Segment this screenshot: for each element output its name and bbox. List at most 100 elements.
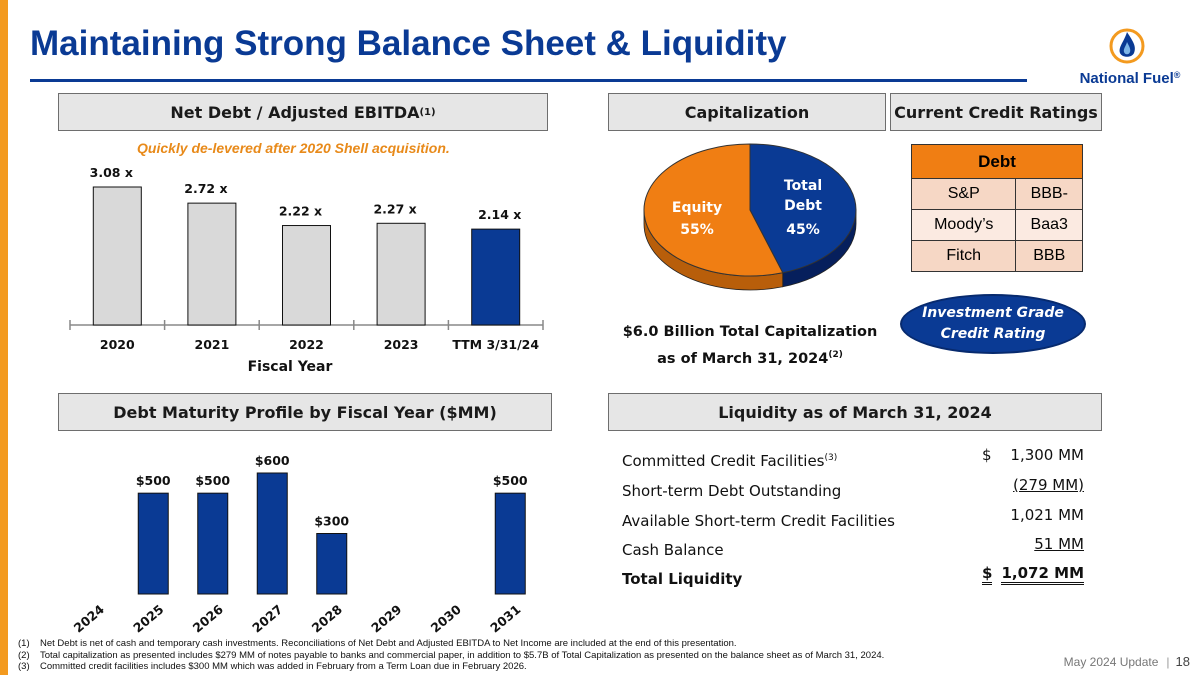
rating-value: Baa3 — [1015, 209, 1083, 241]
capitalization-caption: $6.0 Billion Total Capitalization as of … — [612, 321, 888, 371]
bar — [92, 186, 142, 326]
bar — [256, 472, 288, 595]
data-label: $300 — [314, 514, 349, 529]
title-underline — [30, 79, 1027, 82]
page-title: Maintaining Strong Balance Sheet & Liqui… — [30, 24, 787, 63]
page-number: 18 — [1175, 654, 1190, 669]
capitalization-caption-sup: (2) — [828, 350, 843, 360]
bar — [187, 202, 237, 326]
footnote-text: Net Debt is net of cash and temporary ca… — [40, 638, 737, 649]
liquidity-row-cash: Cash Balance 51 MM — [622, 535, 1092, 565]
pie-slice-debt — [749, 143, 857, 274]
table-row: S&P BBB- — [910, 178, 1083, 210]
header-liquidity: Liquidity as of March 31, 2024 — [608, 393, 1102, 431]
logo-text: National Fuel — [1079, 70, 1174, 87]
pie-label-equity-value: 55% — [680, 222, 714, 238]
footnote: (2) Total capitalization as presented inc… — [18, 650, 884, 662]
bar — [282, 225, 331, 326]
bar — [197, 492, 229, 595]
page-footer: May 2024 Update | 18 — [1063, 654, 1190, 669]
bar — [316, 533, 348, 595]
pie-label-debt-name: Total — [784, 178, 822, 194]
logo-registered-mark: ® — [1173, 70, 1181, 80]
footnote-number: (1) — [18, 638, 30, 649]
net-debt-ebitda-chart: 3.08 x 2020 2.72 x 2021 2.22 x 2022 2.27 x 2023… — [69, 165, 544, 375]
pie-label-debt-value: 45% — [786, 222, 820, 238]
x-tick-label: 2021 — [195, 337, 230, 352]
header-net-debt-sup: (1) — [419, 106, 436, 118]
data-label: 2.72 x — [184, 181, 227, 196]
x-tick-label: 2027 — [249, 602, 285, 635]
liquidity-label: Committed Credit Facilities — [622, 452, 825, 470]
flame-icon — [1109, 28, 1145, 64]
x-tick-label: TTM 3/31/24 — [452, 337, 539, 352]
data-label: 2.14 x — [478, 207, 521, 222]
pie-label-equity-name: Equity — [672, 200, 722, 216]
liquidity-row-committed: Committed Credit Facilities(3) $ 1,300 M… — [622, 446, 1092, 476]
table-row: Fitch BBB — [910, 240, 1083, 272]
x-axis-title: Fiscal Year — [248, 359, 333, 375]
rating-agency: Fitch — [910, 240, 1017, 272]
investment-grade-badge: Investment Grade Credit Rating — [900, 294, 1086, 354]
net-debt-note: Quickly de-levered after 2020 Shell acqu… — [137, 140, 450, 156]
rating-value: BBB — [1015, 240, 1083, 272]
left-accent-bar — [0, 0, 8, 675]
data-label: $500 — [493, 473, 528, 488]
footnote-text: Committed credit facilities includes $30… — [40, 661, 527, 672]
liquidity-dollar: $ — [982, 446, 992, 464]
x-tick-label: 2023 — [384, 337, 419, 352]
pie-slice-equity — [643, 143, 784, 277]
footnote: (1) Net Debt is net of cash and temporary… — [18, 638, 884, 650]
rating-agency: Moody’s — [910, 209, 1017, 241]
data-label: $600 — [255, 453, 290, 468]
header-net-debt-label: Net Debt / Adjusted EBITDA — [170, 102, 420, 122]
liquidity-row-short-term-debt: Short-term Debt Outstanding (279 MM) — [622, 476, 1092, 506]
x-tick-label: 2020 — [100, 337, 135, 352]
x-tick-label: 2029 — [368, 602, 404, 635]
x-tick-label: 2030 — [428, 601, 465, 635]
investment-grade-line1: Investment Grade — [922, 305, 1064, 321]
header-capitalization: Capitalization — [608, 93, 886, 131]
bar — [494, 492, 526, 595]
liquidity-label-sup: (3) — [824, 453, 838, 463]
capitalization-pie-chart: Total Debt 45% Equity 55% — [643, 143, 857, 291]
header-net-debt: Net Debt / Adjusted EBITDA (1) — [58, 93, 548, 131]
company-logo: National Fuel® — [1070, 28, 1190, 88]
liquidity-label: Total Liquidity — [622, 570, 743, 588]
liquidity-value: 1,300 MM — [1010, 446, 1084, 464]
credit-ratings-table: Debt S&P BBB- Moody’s Baa3 Fitch BBB — [910, 144, 1083, 272]
liquidity-label: Short-term Debt Outstanding — [622, 482, 842, 500]
debt-maturity-chart: 2024 $500 2025 $500 2026 $600 2027 $300 2028 2029… — [71, 453, 528, 635]
credit-table-header: Debt — [911, 144, 1083, 179]
x-tick-label: 2025 — [130, 602, 166, 635]
rating-value: BBB- — [1015, 178, 1083, 210]
bar — [137, 492, 169, 595]
liquidity-row-available: Available Short-term Credit Facilities 1… — [622, 506, 1092, 536]
table-row: Moody’s Baa3 — [910, 209, 1083, 241]
data-label: 2.27 x — [373, 201, 416, 216]
footer-label: May 2024 Update — [1063, 655, 1159, 669]
x-tick-label: 2026 — [190, 601, 227, 635]
data-label: $500 — [136, 473, 171, 488]
liquidity-value: 1,072 MM — [1001, 564, 1084, 585]
header-credit-ratings: Current Credit Ratings — [890, 93, 1102, 131]
x-tick-label: 2028 — [309, 602, 345, 635]
data-label: 2.22 x — [279, 204, 322, 219]
pie-label-debt-name: Debt — [784, 198, 822, 214]
liquidity-row-total: Total Liquidity $ 1,072 MM — [622, 564, 1092, 594]
investment-grade-line2: Credit Rating — [940, 326, 1046, 342]
bar — [376, 222, 426, 326]
x-tick-label: 2031 — [487, 602, 523, 635]
data-label: $500 — [195, 473, 230, 488]
capitalization-caption-line2: as of March 31, 2024 — [657, 350, 829, 367]
bar — [471, 228, 521, 326]
footnote-text: Total capitalization as presented includ… — [40, 649, 885, 661]
liquidity-label: Available Short-term Credit Facilities — [622, 512, 895, 530]
footnote: (3) Committed credit facilities includes … — [18, 661, 884, 673]
x-tick-label: 2024 — [71, 601, 108, 635]
liquidity-value: 51 MM — [1034, 535, 1084, 553]
data-label: 3.08 x — [90, 165, 133, 180]
liquidity-dollar: $ — [982, 564, 993, 585]
liquidity-label: Cash Balance — [622, 541, 724, 559]
header-debt-maturity: Debt Maturity Profile by Fiscal Year ($M… — [58, 393, 552, 431]
